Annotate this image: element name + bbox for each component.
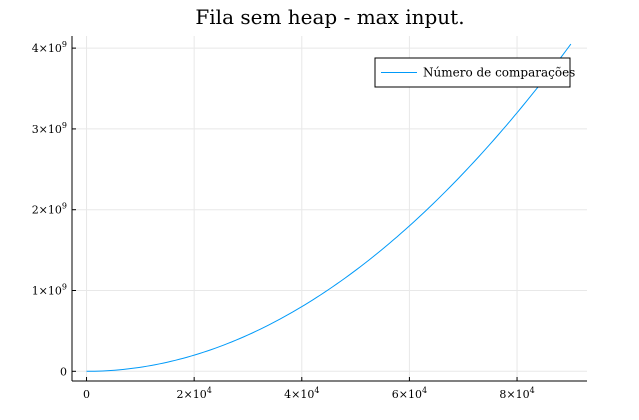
legend-entry-label: Número de comparações [423, 66, 575, 80]
y-tick-label: 4×109 [32, 40, 67, 55]
y-tick-label: 2×109 [32, 202, 67, 217]
legend: Número de comparações [374, 57, 575, 88]
y-tick-label: 1×109 [32, 283, 67, 298]
chart-title: Fila sem heap - max input. [195, 5, 464, 29]
y-tick-label: 3×109 [32, 121, 67, 136]
tick-labels: 0 2×104 4×104 6×104 8×104 0 1×109 2×109 3×109 4×1… [32, 40, 535, 401]
axes [71, 36, 587, 382]
series-layer [86, 43, 572, 372]
x-tick-label: 8×104 [499, 386, 534, 401]
grid [72, 36, 587, 381]
series-line [86, 43, 572, 372]
x-tick-label: 6×104 [392, 386, 427, 401]
x-tick-label: 0 [83, 388, 90, 401]
x-tick-label: 2×104 [177, 386, 212, 401]
y-tick-label: 0 [60, 365, 67, 378]
x-tick-label: 4×104 [284, 386, 319, 401]
